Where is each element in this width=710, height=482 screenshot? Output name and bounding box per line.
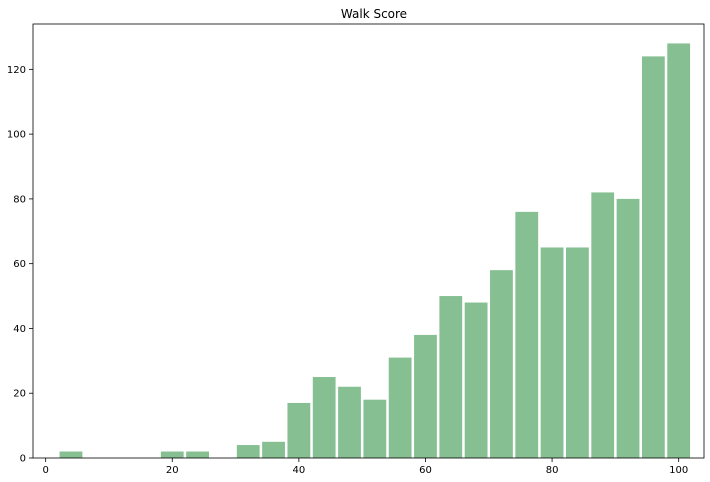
bar-14 xyxy=(414,334,437,458)
bar-4 xyxy=(160,451,184,458)
y-tick-label-6: 120 xyxy=(7,65,26,76)
bar-18 xyxy=(515,211,539,458)
x-tick-label-5: 100 xyxy=(669,465,688,476)
y-tick-label-1: 20 xyxy=(13,389,26,400)
bar-13 xyxy=(388,357,412,458)
y-tick-label-0: 0 xyxy=(20,454,26,465)
bar-5 xyxy=(186,451,209,458)
bar-24 xyxy=(667,43,691,459)
bar-0 xyxy=(59,451,83,458)
bar-11 xyxy=(338,386,361,458)
bar-15 xyxy=(439,296,463,458)
bar-16 xyxy=(464,302,488,458)
y-tick-label-3: 60 xyxy=(13,259,26,270)
x-tick-label-2: 40 xyxy=(293,465,306,476)
x-tick-label-3: 60 xyxy=(419,465,432,476)
y-tick-label-2: 40 xyxy=(13,324,26,335)
y-tick-label-5: 100 xyxy=(7,130,26,141)
bar-21 xyxy=(591,192,615,458)
x-tick-label-4: 80 xyxy=(546,465,559,476)
bar-9 xyxy=(287,402,311,458)
bar-23 xyxy=(641,56,665,458)
bar-7 xyxy=(236,445,260,458)
bar-19 xyxy=(540,247,564,458)
x-axis: 0 20 40 60 80 100 xyxy=(42,458,688,476)
plot-frame xyxy=(32,23,705,459)
bar-12 xyxy=(363,399,387,458)
y-axis: 0 20 40 60 80 100 120 xyxy=(7,65,33,465)
x-tick-label-0: 0 xyxy=(42,465,48,476)
chart-title: Walk Score xyxy=(341,7,407,21)
bar-17 xyxy=(490,270,513,458)
bar-10 xyxy=(312,377,336,458)
bar-8 xyxy=(262,441,285,458)
y-tick-label-4: 80 xyxy=(13,194,26,205)
bar-20 xyxy=(566,247,589,458)
x-tick-label-1: 20 xyxy=(166,465,179,476)
bar-22 xyxy=(616,198,640,459)
bars xyxy=(59,43,691,459)
